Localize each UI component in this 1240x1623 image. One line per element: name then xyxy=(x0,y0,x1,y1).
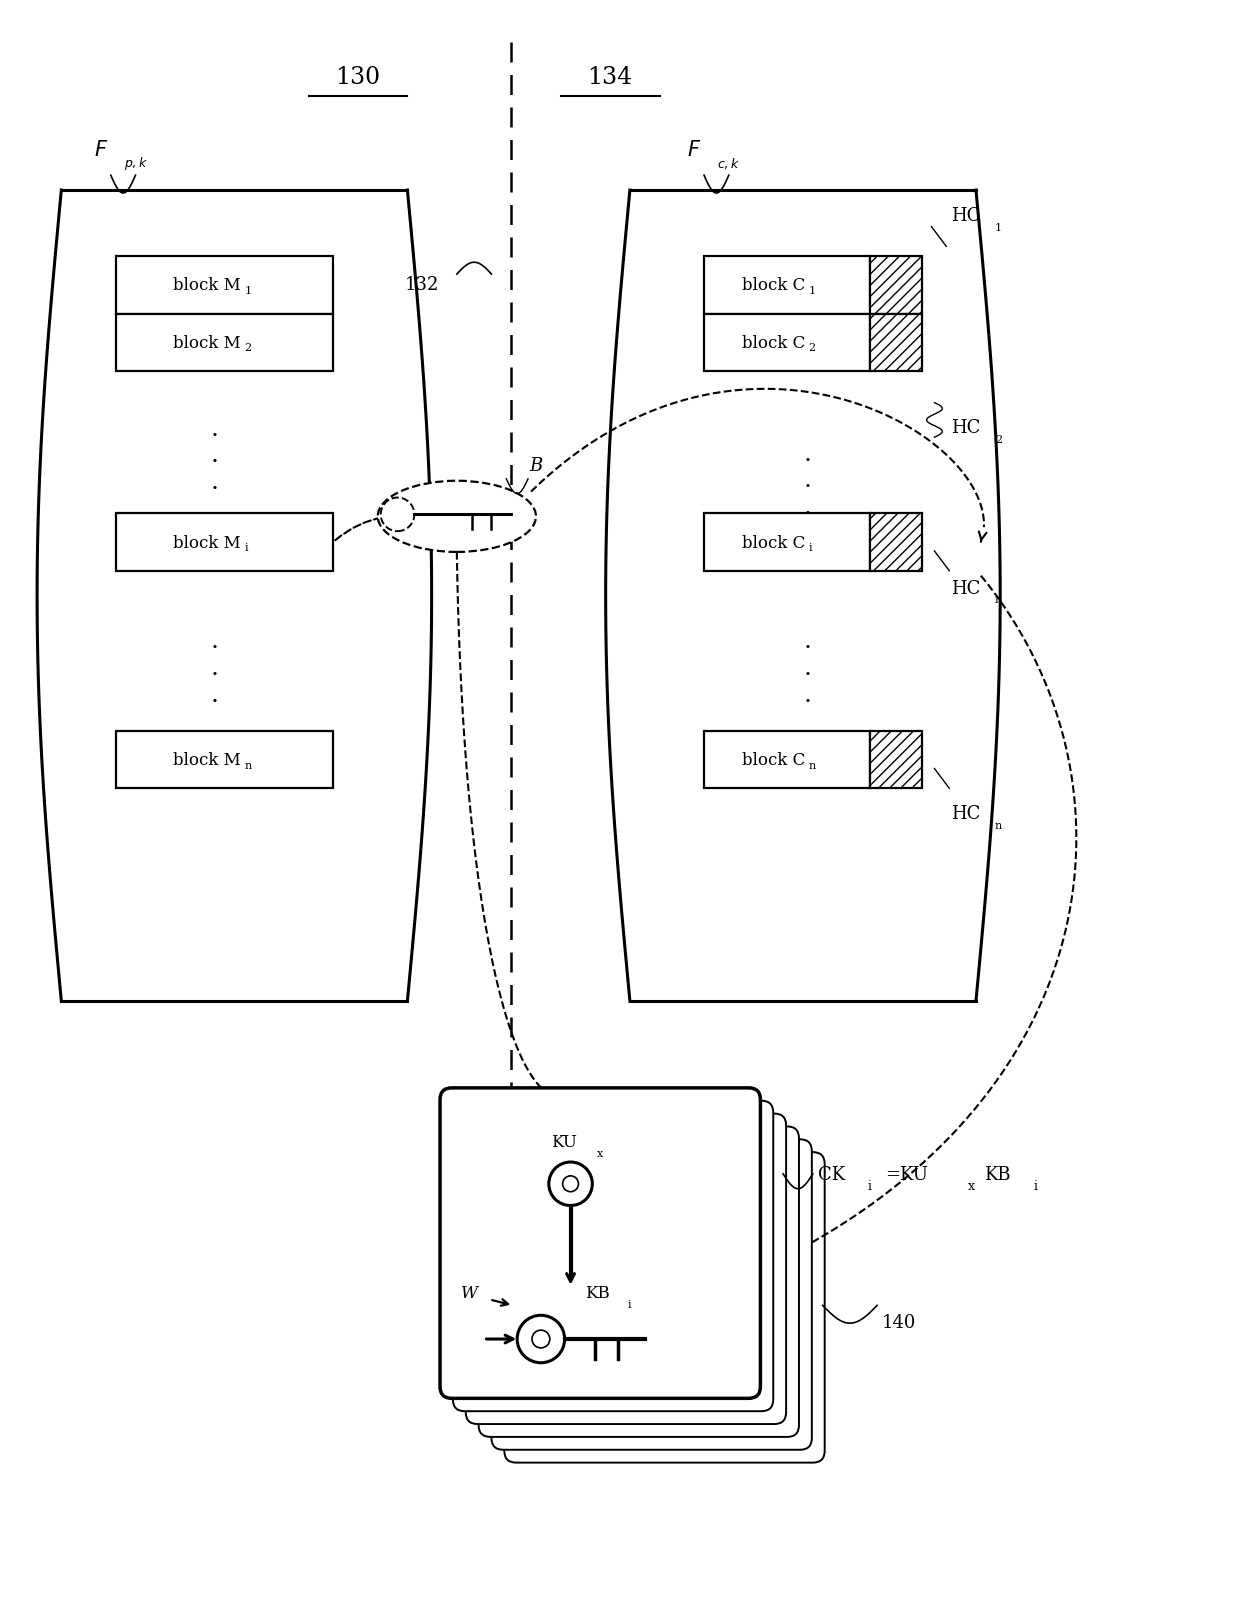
Bar xyxy=(115,315,334,372)
Bar xyxy=(870,732,921,789)
Circle shape xyxy=(381,498,414,532)
FancyBboxPatch shape xyxy=(505,1152,825,1462)
Text: block M: block M xyxy=(174,334,241,352)
Text: 130: 130 xyxy=(335,67,381,89)
Text: ·
·
·: · · · xyxy=(804,450,812,526)
Bar xyxy=(870,514,921,571)
Text: block C: block C xyxy=(743,278,806,294)
Text: 134: 134 xyxy=(588,67,632,89)
Polygon shape xyxy=(605,192,1001,1001)
Bar xyxy=(115,514,334,571)
Text: i: i xyxy=(244,542,248,553)
Text: n: n xyxy=(244,760,252,769)
Bar xyxy=(704,732,870,789)
Circle shape xyxy=(549,1162,593,1206)
Circle shape xyxy=(517,1316,564,1363)
Text: i: i xyxy=(1033,1180,1038,1193)
Text: n: n xyxy=(808,760,816,769)
Bar xyxy=(704,514,870,571)
Bar xyxy=(115,732,334,789)
Text: $p,k$: $p,k$ xyxy=(124,154,148,172)
Polygon shape xyxy=(37,192,432,1001)
FancyBboxPatch shape xyxy=(491,1139,812,1449)
Text: KB: KB xyxy=(983,1165,1011,1183)
Text: 2: 2 xyxy=(244,342,252,354)
Text: 1: 1 xyxy=(244,286,252,295)
Text: x: x xyxy=(598,1149,604,1159)
Bar xyxy=(870,256,921,315)
Text: ·
·
·: · · · xyxy=(211,425,218,502)
FancyBboxPatch shape xyxy=(479,1126,799,1436)
Text: block C: block C xyxy=(743,534,806,552)
Text: 2: 2 xyxy=(994,435,1002,445)
Text: ·
·
·: · · · xyxy=(211,638,218,712)
Text: $F$: $F$ xyxy=(94,140,108,159)
Text: 1: 1 xyxy=(808,286,816,295)
Text: B: B xyxy=(529,456,543,474)
Text: i: i xyxy=(994,596,998,605)
Text: CK: CK xyxy=(817,1165,844,1183)
FancyBboxPatch shape xyxy=(466,1113,786,1423)
Text: HC: HC xyxy=(951,805,981,823)
Bar xyxy=(704,256,870,315)
Text: HC: HC xyxy=(951,206,981,224)
Text: HC: HC xyxy=(951,579,981,597)
Text: 140: 140 xyxy=(882,1313,916,1331)
Text: KU: KU xyxy=(551,1133,577,1151)
FancyBboxPatch shape xyxy=(453,1100,774,1412)
Text: HC: HC xyxy=(951,419,981,437)
Text: block M: block M xyxy=(174,751,241,769)
Text: 1: 1 xyxy=(994,222,1002,232)
Text: n: n xyxy=(994,820,1002,831)
Text: block C: block C xyxy=(743,334,806,352)
Text: i: i xyxy=(627,1300,631,1310)
Text: 2: 2 xyxy=(808,342,816,354)
Text: =KU: =KU xyxy=(885,1165,928,1183)
Circle shape xyxy=(563,1177,579,1191)
Bar xyxy=(115,256,334,315)
Text: block M: block M xyxy=(174,534,241,552)
Text: block C: block C xyxy=(743,751,806,769)
Text: i: i xyxy=(867,1180,872,1193)
Text: block M: block M xyxy=(174,278,241,294)
Bar xyxy=(704,315,870,372)
Text: $c,k$: $c,k$ xyxy=(717,156,740,170)
Text: $F$: $F$ xyxy=(687,140,702,159)
Text: ·
·
·: · · · xyxy=(804,638,812,712)
Circle shape xyxy=(532,1331,549,1349)
Text: x: x xyxy=(968,1180,975,1193)
FancyBboxPatch shape xyxy=(440,1087,760,1399)
Text: 132: 132 xyxy=(405,276,439,294)
Text: W: W xyxy=(461,1284,479,1302)
Text: KB: KB xyxy=(585,1284,610,1302)
Ellipse shape xyxy=(378,482,536,552)
Bar xyxy=(870,315,921,372)
Text: i: i xyxy=(808,542,812,553)
